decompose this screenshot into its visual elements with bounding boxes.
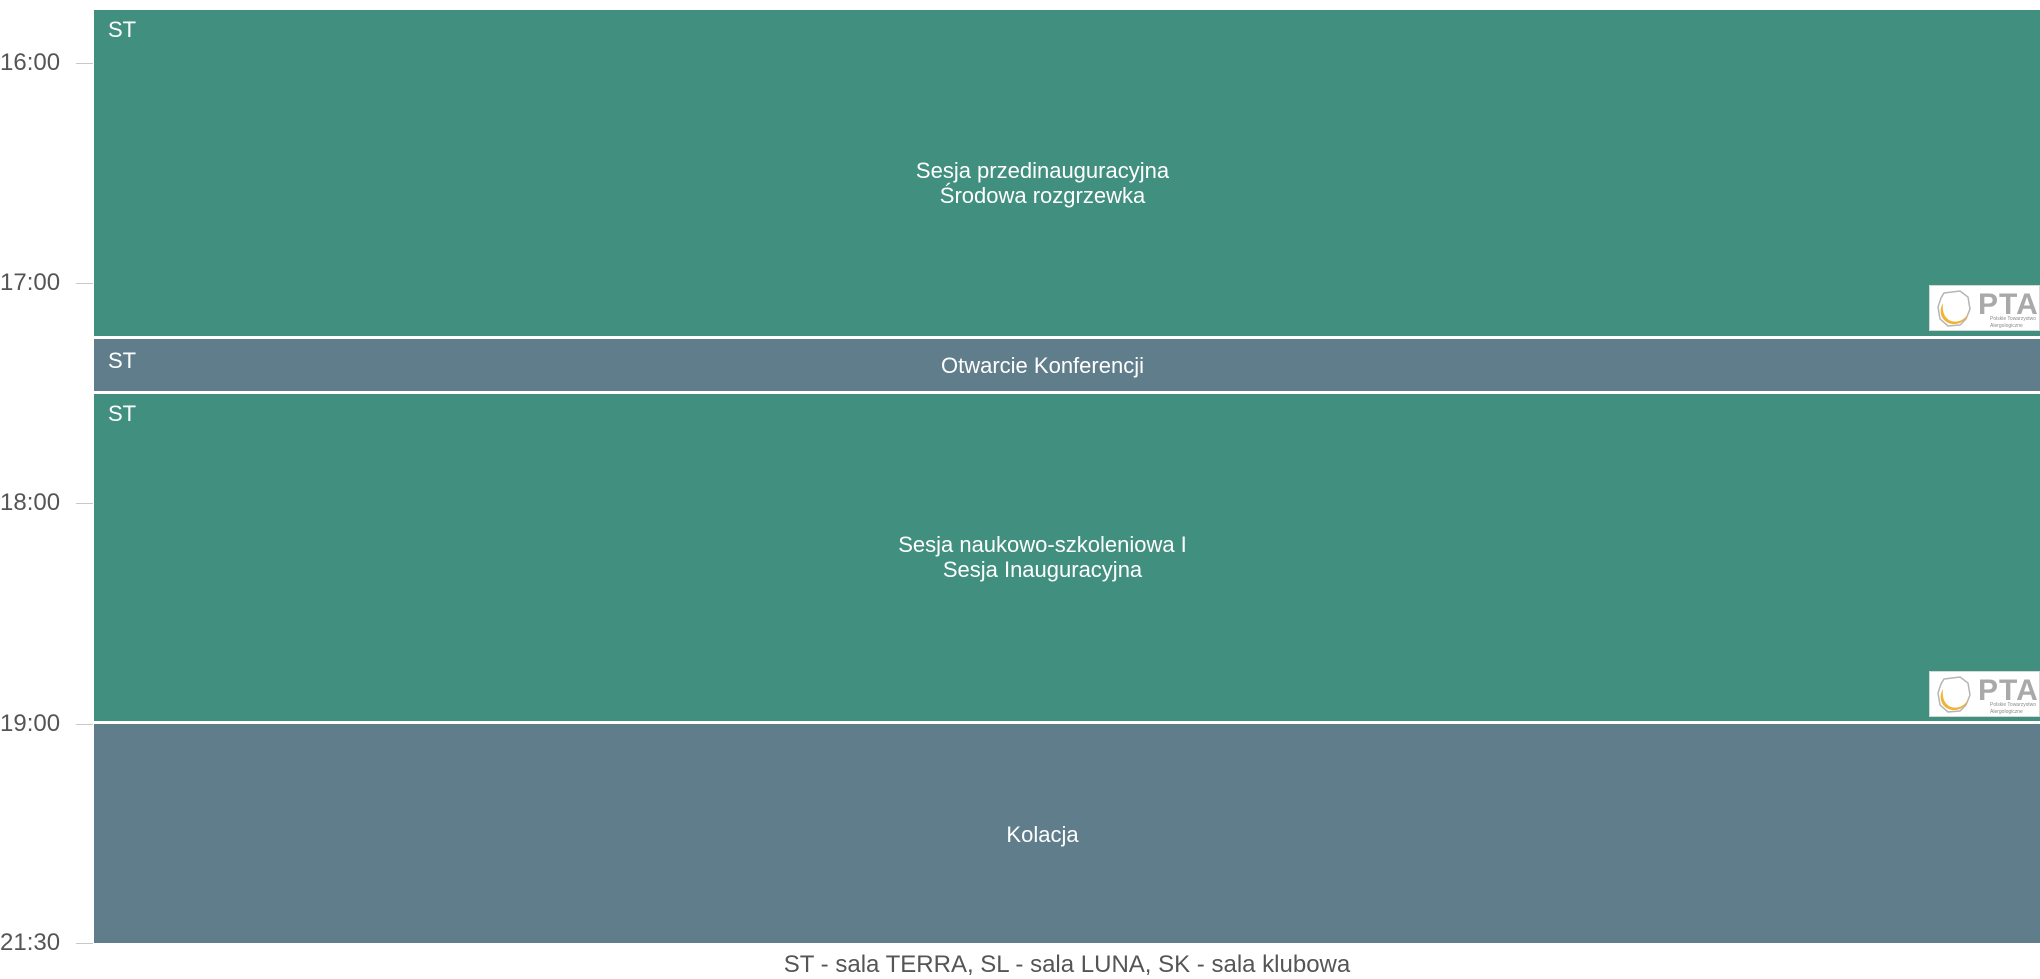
event-title: Kolacja [94, 822, 1991, 847]
event-block-conference-opening[interactable]: ST Otwarcie Konferencji [94, 339, 2040, 391]
logo-subtext: Alergologiczne [1990, 709, 2023, 715]
logo-subtext: Alergologiczne [1990, 323, 2023, 329]
event-title-line: Otwarcie Konferencji [941, 353, 1144, 378]
time-tick [76, 503, 93, 504]
time-tick [76, 724, 93, 725]
time-tick [76, 943, 93, 944]
pta-emblem-icon [1937, 676, 1971, 713]
event-title-line: Sesja przedinauguracyjna [915, 158, 1170, 183]
pta-logo: PTA Polskie Towarzystwo Alergologiczne [1929, 671, 2040, 717]
event-title-line: Kolacja [1006, 822, 1079, 847]
event-title: Sesja naukowo-szkoleniowa I Sesja Inaugu… [94, 532, 1991, 582]
time-tick [76, 63, 93, 64]
event-block-scientific-session[interactable]: ST Sesja naukowo-szkoleniowa I Sesja Ina… [94, 394, 2040, 721]
time-label-21-30: 21:30 [0, 929, 61, 956]
time-label-16-00: 16:00 [0, 49, 61, 76]
event-title: Sesja przedinauguracyjna Środowa rozgrze… [94, 158, 1991, 208]
event-title-line: Sesja naukowo-szkoleniowa I [898, 532, 1187, 557]
event-block-preinaugural-session[interactable]: ST Sesja przedinauguracyjna Środowa rozg… [94, 10, 2040, 336]
time-axis: 16:00 17:00 18:00 19:00 21:30 [0, 0, 93, 979]
logo-text: PTA [1978, 288, 2039, 321]
logo-text: PTA [1978, 674, 2039, 707]
event-title-line: Sesja Inauguracyjna [942, 557, 1143, 582]
time-label-18-00: 18:00 [0, 489, 61, 516]
event-block-dinner[interactable]: Kolacja [94, 724, 2040, 943]
pta-emblem-icon [1937, 290, 1971, 327]
logo-subtext: Polskie Towarzystwo [1990, 316, 2037, 322]
event-title-line: Środowa rozgrzewka [939, 183, 1146, 208]
time-tick [76, 283, 93, 284]
room-code: ST [108, 17, 137, 42]
time-label-17-00: 17:00 [0, 269, 61, 296]
room-code: ST [108, 401, 137, 426]
room-legend: ST - sala TERRA, SL - sala LUNA, SK - sa… [783, 951, 1351, 978]
event-title: Otwarcie Konferencji [94, 353, 1991, 378]
time-label-19-00: 19:00 [0, 710, 61, 737]
pta-logo: PTA Polskie Towarzystwo Alergologiczne [1929, 285, 2040, 331]
logo-subtext: Polskie Towarzystwo [1990, 702, 2037, 708]
room-code: ST [108, 348, 137, 373]
